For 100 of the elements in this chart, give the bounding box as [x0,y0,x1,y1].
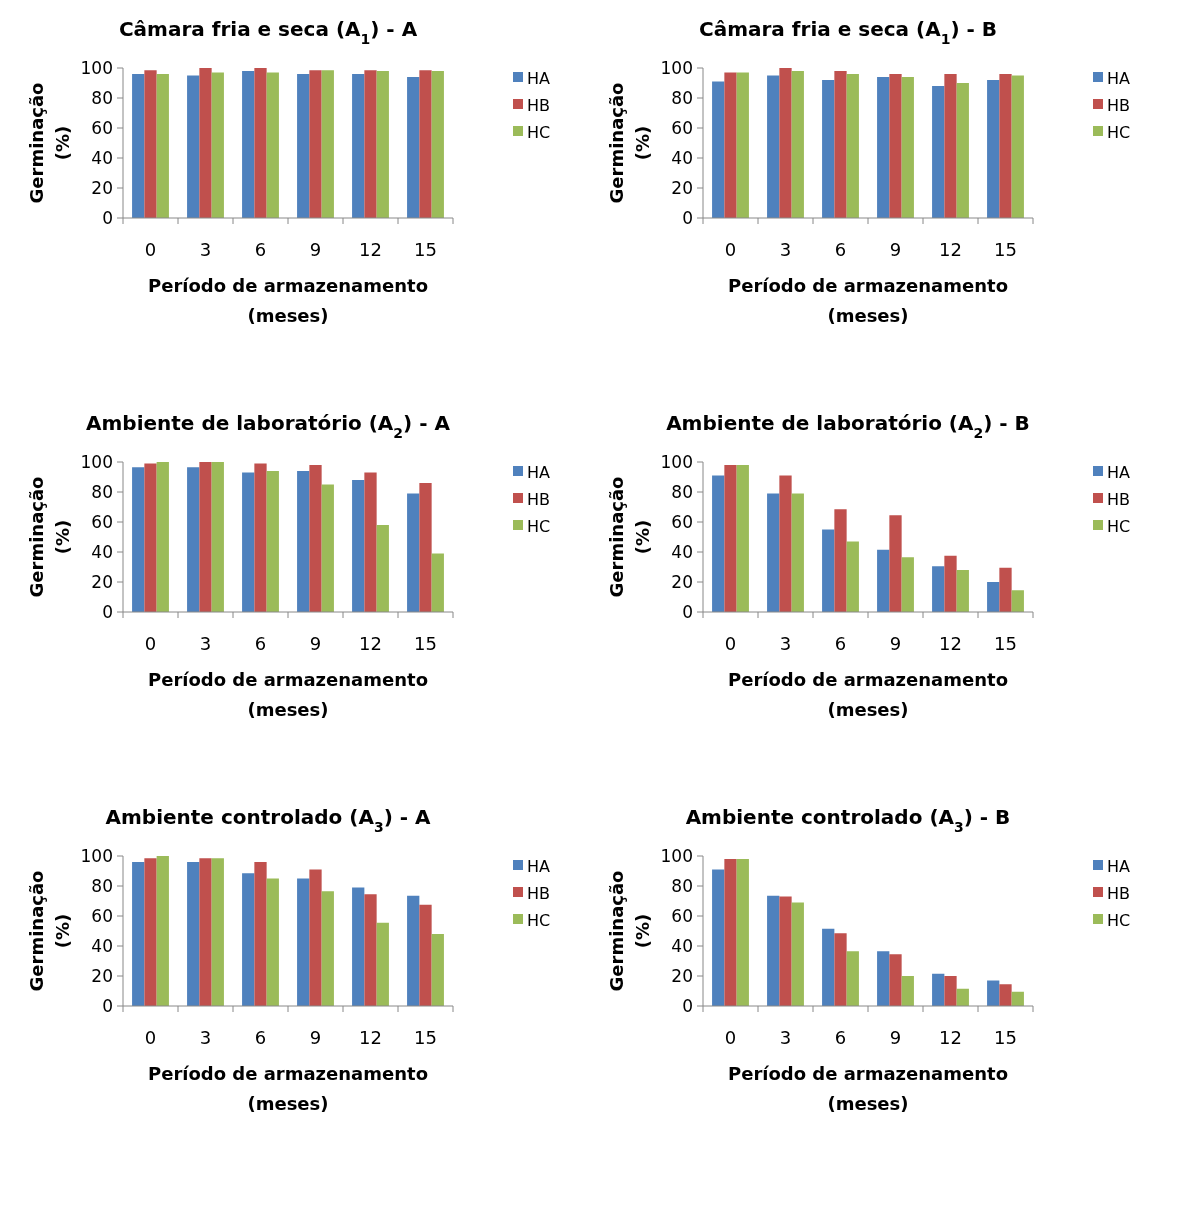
x-tick-label: 15 [994,633,1017,654]
legend-label: HB [1107,95,1131,115]
x-axis-title: Período de armazenamento (meses) [727,1063,1009,1114]
bar [877,77,890,218]
bar [779,896,792,1006]
bar [822,529,835,612]
x-tick-label: 15 [994,1027,1017,1048]
bar [846,951,859,1006]
x-tick-label: 9 [309,1027,322,1048]
x-tick-label: 0 [144,239,157,260]
legend-label: HB [527,883,551,903]
y-tick-label: 20 [91,965,113,986]
bar [791,902,804,1006]
y-tick-label: 40 [91,147,113,168]
bar [352,480,365,612]
y-axis-title: Germinação (%) [606,82,653,204]
x-tick-label: 12 [939,239,962,260]
x-axis-title: Período de armazenamento (meses) [147,1063,429,1114]
chart-title: Ambiente controlado (A$_{3}$) - A [105,805,431,835]
bar [242,472,255,612]
bar [297,878,310,1006]
x-axis-title: Período de armazenamento (meses) [147,275,429,326]
bar [297,74,310,218]
bar [889,954,902,1006]
bar [156,74,169,218]
bar [846,74,859,218]
x-tick-label: 15 [414,239,437,260]
bar [944,74,957,218]
x-axis-title: Período de armazenamento (meses) [727,669,1009,720]
bar [321,891,334,1006]
x-tick-label: 3 [199,239,212,260]
x-tick-label: 6 [834,239,847,260]
y-tick-label: 60 [671,511,693,532]
x-tick-label: 12 [939,633,962,654]
x-tick-label: 9 [889,1027,902,1048]
y-tick-label: 0 [682,207,693,228]
bar [712,81,725,218]
bar [956,988,969,1006]
bar [724,72,737,218]
x-tick-label: 9 [889,633,902,654]
bar [822,80,835,218]
bar [419,70,432,218]
x-tick-label: 3 [199,1027,212,1048]
x-tick-label: 3 [779,1027,792,1048]
bar [724,465,737,612]
bar [156,462,169,612]
y-tick-label: 60 [671,117,693,138]
bar [999,74,1012,218]
x-tick-label: 12 [359,633,382,654]
y-tick-label: 80 [91,875,113,896]
bar [211,72,224,218]
bar [254,463,267,612]
x-tick-label: 0 [724,239,737,260]
bar [987,80,1000,218]
bar [767,493,780,612]
bar [364,894,377,1006]
y-axis-title: Germinação (%) [26,870,73,992]
bar [266,72,279,218]
y-tick-label: 40 [91,541,113,562]
x-tick-label: 12 [359,239,382,260]
bar [266,471,279,612]
bar [242,71,255,218]
y-axis-title: Germinação (%) [26,82,73,204]
bar [156,856,169,1006]
bar [901,77,914,218]
bar [309,70,322,218]
bar [724,859,737,1006]
x-tick-label: 0 [724,633,737,654]
bar [199,462,212,612]
legend-label: HC [1107,910,1131,930]
x-axis-title: Período de armazenamento (meses) [147,669,429,720]
bar [144,858,157,1006]
x-tick-label: 12 [359,1027,382,1048]
chart-title: Ambiente de laboratório (A$_{2}$) - B [666,411,1030,441]
bar [419,483,432,612]
bar [877,549,890,612]
bar [932,566,945,612]
x-tick-label: 9 [889,239,902,260]
y-tick-label: 100 [80,845,113,866]
legend-label: HC [527,122,551,142]
x-tick-label: 6 [254,1027,267,1048]
y-tick-label: 40 [671,541,693,562]
bar [736,72,749,218]
bar [211,462,224,612]
bar [407,77,420,218]
bar [956,83,969,218]
x-tick-label: 0 [144,1027,157,1048]
bar [791,493,804,612]
legend-label: HA [527,462,551,482]
bar [144,70,157,218]
y-tick-label: 80 [91,87,113,108]
y-tick-label: 40 [671,935,693,956]
legend-label: HC [527,516,551,536]
bar [297,471,310,612]
bar [321,70,334,218]
bar [712,869,725,1006]
bar [944,555,957,612]
bar [987,980,1000,1006]
bar [767,75,780,218]
chart-title: Ambiente controlado (A$_{3}$) - B [685,805,1011,835]
